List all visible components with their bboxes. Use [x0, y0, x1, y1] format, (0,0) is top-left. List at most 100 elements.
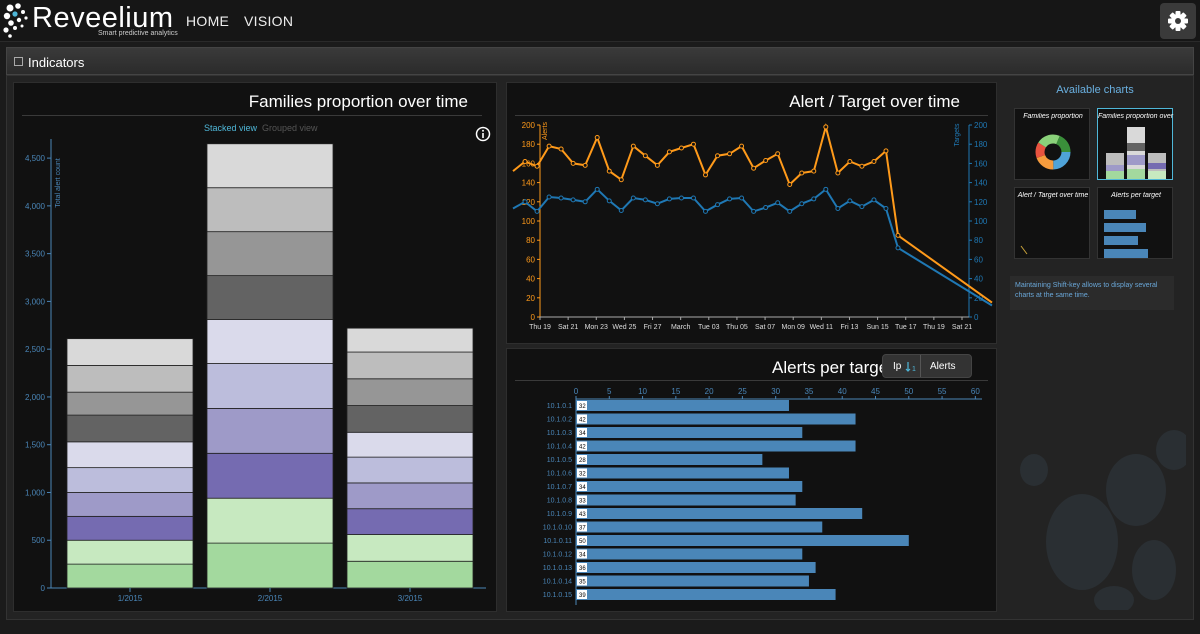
- grouped-view-toggle[interactable]: Grouped view: [262, 123, 318, 133]
- bar-value-box: [577, 495, 587, 505]
- x-tick-label: 30: [771, 387, 780, 396]
- targets-point: [642, 197, 648, 203]
- targets-point: [690, 195, 696, 201]
- logo[interactable]: Reveelium Smart predictive analytics: [0, 0, 178, 42]
- x-tick-label: 35: [804, 387, 813, 396]
- x-tick-label: 25: [738, 387, 747, 396]
- sidebar-title: Available charts: [1056, 84, 1134, 96]
- donut-chart-icon: [1035, 134, 1071, 170]
- alerts-point: [630, 143, 636, 149]
- logo-mark-icon: [3, 3, 28, 38]
- watermark-dots: [1020, 430, 1186, 610]
- bar-segment: [66, 414, 194, 443]
- svg-text:1: 1: [912, 366, 916, 373]
- thumb-families-proportion[interactable]: Families proportion: [1014, 108, 1090, 180]
- targets-point: [751, 208, 757, 214]
- y-tick-label: 1,000: [25, 488, 46, 497]
- nav-home[interactable]: HOME: [186, 13, 230, 29]
- bar-segment: [346, 351, 474, 380]
- targets-point: [835, 206, 841, 212]
- bar-segment: [346, 508, 474, 535]
- bar-value-label: 35: [579, 580, 586, 586]
- y-tick-label: 0: [41, 584, 46, 593]
- alerts-point: [859, 163, 865, 169]
- x-tick-label: March: [671, 324, 691, 331]
- left-tick-label: 60: [526, 255, 535, 264]
- bar: [576, 508, 863, 519]
- right-axis-label: Targets: [954, 123, 961, 146]
- thumb-alerts-per-target[interactable]: Alerts per target: [1097, 187, 1173, 259]
- shift-key-hint: Maintaining Shift-key allows to display …: [1010, 276, 1174, 310]
- section-title: Indicators: [28, 55, 85, 70]
- bar: [576, 413, 856, 425]
- alerts-point: [751, 165, 757, 171]
- bar-segment: [346, 482, 474, 510]
- bar-category-label: 10.1.0.12: [543, 552, 572, 559]
- bar: [576, 562, 816, 573]
- right-tick-label: 140: [974, 179, 988, 188]
- targets-point: [666, 196, 672, 202]
- targets-point: [654, 201, 660, 207]
- bar-segment: [206, 542, 334, 589]
- x-tick-label: 3/2015: [398, 594, 423, 603]
- bar-value-label: 33: [579, 499, 586, 505]
- horizontal-bar-icon: [1104, 210, 1148, 258]
- alerts-point: [558, 146, 564, 152]
- left-tick-label: 20: [526, 294, 535, 303]
- x-tick-label: Mon 09: [782, 324, 805, 331]
- alerts-point: [570, 160, 576, 166]
- bar-category-label: 10.1.0.6: [547, 471, 572, 478]
- bar-segment: [66, 338, 194, 366]
- alerts-point: [895, 232, 901, 238]
- right-tick-label: 120: [974, 198, 988, 207]
- info-icon[interactable]: [475, 126, 491, 142]
- x-tick-label: Sat 21: [952, 324, 972, 331]
- bar-value-label: 34: [579, 553, 586, 559]
- sort-toggle: Ip 1 Alerts: [882, 354, 972, 378]
- families-panel: Families proportion over time Stacked vi…: [13, 82, 497, 612]
- targets-point: [618, 207, 624, 213]
- alerts-point: [534, 163, 540, 169]
- targets-point: [678, 195, 684, 201]
- alerts-point: [787, 182, 793, 188]
- x-tick-label: 50: [904, 387, 913, 396]
- targets-point: [727, 196, 733, 202]
- x-tick-label: Sat 21: [558, 324, 578, 331]
- bar-value-label: 50: [579, 539, 586, 545]
- x-tick-label: 1/2015: [118, 594, 143, 603]
- x-tick-label: 10: [638, 387, 647, 396]
- alerts-point: [703, 172, 708, 178]
- families-chart: 0 500 1,000 1,500 2,000 2,500 3,000 3,500 4,000 4…: [25, 139, 486, 603]
- right-tick-label: 200: [974, 121, 988, 130]
- sort-descending-icon: 1: [905, 362, 916, 373]
- alerts-point: [618, 177, 624, 183]
- brand-tagline: Smart predictive analytics: [98, 30, 178, 37]
- alerts-point: [799, 170, 805, 176]
- bar: [576, 494, 796, 506]
- line-chart-icon: [1020, 245, 1028, 255]
- bar-category-label: 10.1.0.14: [543, 579, 572, 586]
- bar: [576, 548, 803, 560]
- bar-value-label: 36: [579, 566, 586, 572]
- alerts-point: [678, 145, 684, 151]
- nav-vision[interactable]: VISION: [244, 13, 294, 29]
- bar-value-label: 34: [579, 431, 586, 437]
- settings-button[interactable]: [1160, 3, 1196, 39]
- left-tick-label: 180: [522, 140, 536, 149]
- bar-value-box: [577, 536, 587, 545]
- thumb-alert-target[interactable]: Alert / Target over time: [1014, 187, 1090, 259]
- x-tick-label: Wed 25: [612, 324, 636, 331]
- bar-segment: [346, 456, 474, 484]
- alerts-point: [606, 168, 612, 174]
- targets-point: [871, 197, 877, 203]
- thumb-families-over-time[interactable]: Families proportion over time: [1097, 108, 1174, 180]
- sort-ip-button[interactable]: Ip: [893, 361, 902, 372]
- brand-name: Reveelium: [32, 2, 174, 34]
- stacked-view-toggle[interactable]: Stacked view: [204, 123, 258, 133]
- targets-point: [546, 194, 552, 200]
- bar-value-label: 37: [579, 526, 586, 532]
- bar-value-label: 42: [579, 418, 586, 424]
- available-charts-sidebar: Available charts Families proportion Fam…: [1004, 80, 1186, 615]
- sort-alerts-button[interactable]: Alerts: [930, 361, 956, 372]
- right-tick-label: 0: [974, 313, 979, 322]
